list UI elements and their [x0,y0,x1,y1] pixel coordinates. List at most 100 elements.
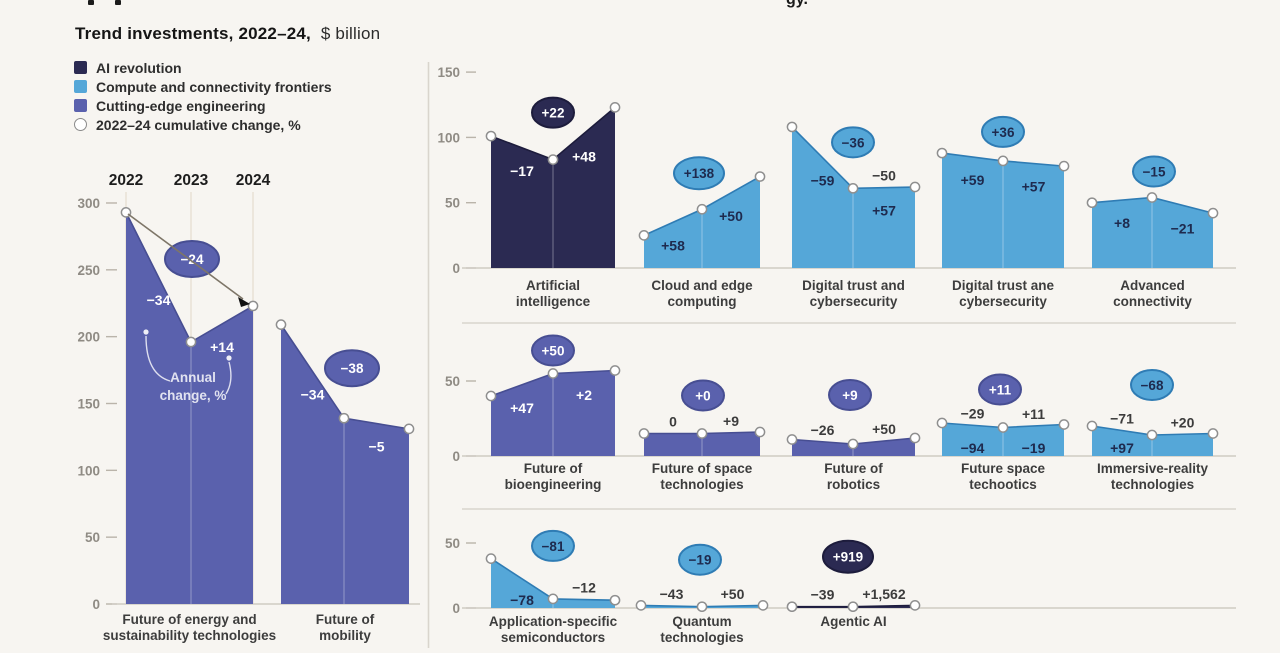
data-point-marker [909,600,921,611]
cropped-heading-fragment: gy. [786,0,826,10]
data-point-marker [275,319,287,330]
cumulative-arrow-line [127,213,244,300]
cumulative-badge-label: −24 [181,252,204,267]
cumulative-badge-future-of-robotics [828,379,872,411]
annual-change-label: +97 [1110,440,1134,456]
chart-row-2: 50 0 +47 +2 +50 Future of bioengineering 0 +9 +0 F… [445,334,1236,492]
annual-change-label: +50 [719,208,743,224]
legend: AI revolution Compute and connectivity f… [74,58,332,134]
y-axis-tick-label: 300 [77,196,100,211]
cumulative-badge-advanced-connectivity [1132,155,1176,188]
cropped-heading-fragment [88,0,94,5]
y-axis-tick-label: 100 [77,463,100,478]
annual-change-label: +57 [1022,179,1046,195]
chart-row-1: 150 100 50 0 −17 +48 +22 Artificial intelligence… [437,65,1236,309]
cumulative-badge-digital-trust-1 [831,126,875,159]
data-point-marker [786,434,798,445]
note-arrow [145,335,171,382]
cumulative-badge-label: +50 [542,344,565,359]
annual-change-label: −5 [369,439,385,455]
data-point-marker [754,426,766,438]
legend-item-cumulative-change: 2022–24 cumulative change, % [74,115,332,134]
annual-change-label: −71 [1110,411,1134,427]
annual-change-note: Annual change, % [160,370,227,403]
cumulative-badge-application-specific-semiconductors [531,529,575,562]
area-cloud-and-edge-computing [644,176,760,268]
panel-name-immersive-reality-technologies: Immersive-reality technologies [1097,461,1209,492]
cumulative-arrow-head [238,297,250,307]
cumulative-badge-label: +22 [542,106,565,121]
annual-change-label: +57 [872,203,896,219]
panel-name-application-specific-semiconductors: Application-specific semiconductors [489,614,618,645]
data-point-marker [696,203,708,215]
data-point-marker [997,155,1009,167]
data-point-marker [403,423,415,435]
cumulative-badge-label: +9 [842,388,857,403]
cumulative-badge-label: +36 [992,125,1015,140]
annual-change-label: −34 [147,292,171,308]
data-point-marker [1146,192,1158,203]
data-point-marker [1086,197,1098,209]
y-axis-tick-label: 250 [77,263,100,278]
left-chart: 2022 2023 2024 300 250 200 150 100 50 0 −34 +14 −24 F… [77,172,420,643]
year-label: 2022 [109,172,143,189]
cumulative-badge-label: −38 [341,361,364,376]
cumulative-badge-future-space-techootics [978,373,1022,406]
y-axis-tick-label: 200 [77,330,100,345]
annual-change-label: +48 [572,148,596,164]
cumulative-badge-cloud-and-edge-computing [673,156,725,191]
cumulative-badge-artificial-intelligence [531,96,575,129]
panel-name-future-space-techootics: Future space techootics [961,461,1046,492]
annual-change-label: −50 [872,168,896,184]
data-point-marker [1086,420,1098,432]
area-energy [126,212,253,604]
area-future-of-space-technologies [644,432,760,456]
area-artificial-intelligence [491,107,615,268]
data-point-marker [547,368,559,379]
annual-change-label: +8 [1114,215,1130,231]
data-point-marker [609,365,621,376]
annual-change-label: +20 [1171,414,1195,430]
annual-change-label: +58 [661,237,685,253]
data-point-marker [609,102,621,113]
annual-change-label: −39 [811,587,835,603]
annual-change-label: −94 [961,440,985,456]
data-point-marker [547,154,559,165]
data-point-marker [185,336,197,348]
panel-name-future-of-bioengineering: Future of bioengineering [505,461,602,492]
cumulative-badge-label: +138 [684,166,715,181]
panel-name-advanced-connectivity: Advanced connectivity [1113,278,1192,309]
cumulative-badge-agentic-ai [822,539,874,574]
panel-name-quantum-technologies: Quantum technologies [660,614,743,645]
panel-name-cloud-and-edge-computing: Cloud and edge computing [651,278,753,309]
purple-swatch-icon [74,99,87,112]
panel-name-digital-trust-1: Digital trust and cybersecurity [802,278,905,309]
annual-change-label: −78 [510,592,534,608]
y-axis-tick-label: 50 [85,530,100,545]
data-point-marker [485,130,497,142]
note-arrow-dot [226,355,232,361]
annual-change-label: +1,562 [862,586,905,602]
chart-row-3: 50 0 −78 −12 −81 Application-specific semicond… [445,529,1236,645]
data-point-marker [635,600,647,611]
data-point-marker [338,412,350,424]
cumulative-badge-label: −36 [842,135,865,150]
cumulative-badge-label: +0 [695,389,710,404]
panel-name-mobility: Future of mobility [316,612,375,643]
data-point-marker [638,428,650,439]
panel-name-energy: Future of energy and sustainability techn… [103,612,276,643]
cumulative-badge-digital-trust-2 [981,115,1025,148]
cumulative-badge-quantum-technologies [678,543,722,576]
data-point-marker [547,593,559,605]
cumulative-badge-label: −19 [689,553,712,568]
y-axis-tick-label: 50 [445,196,460,211]
cumulative-badge-future-of-space-technologies [681,379,725,412]
annual-change-label: −43 [660,586,684,602]
note-arrow-dot [143,329,149,335]
y-axis-tick-label: 0 [452,449,460,464]
data-point-marker [754,171,766,182]
cumulative-badge-label: −68 [1141,378,1164,393]
panel-name-digital-trust-2: Digital trust ane cybersecurity [952,278,1055,309]
